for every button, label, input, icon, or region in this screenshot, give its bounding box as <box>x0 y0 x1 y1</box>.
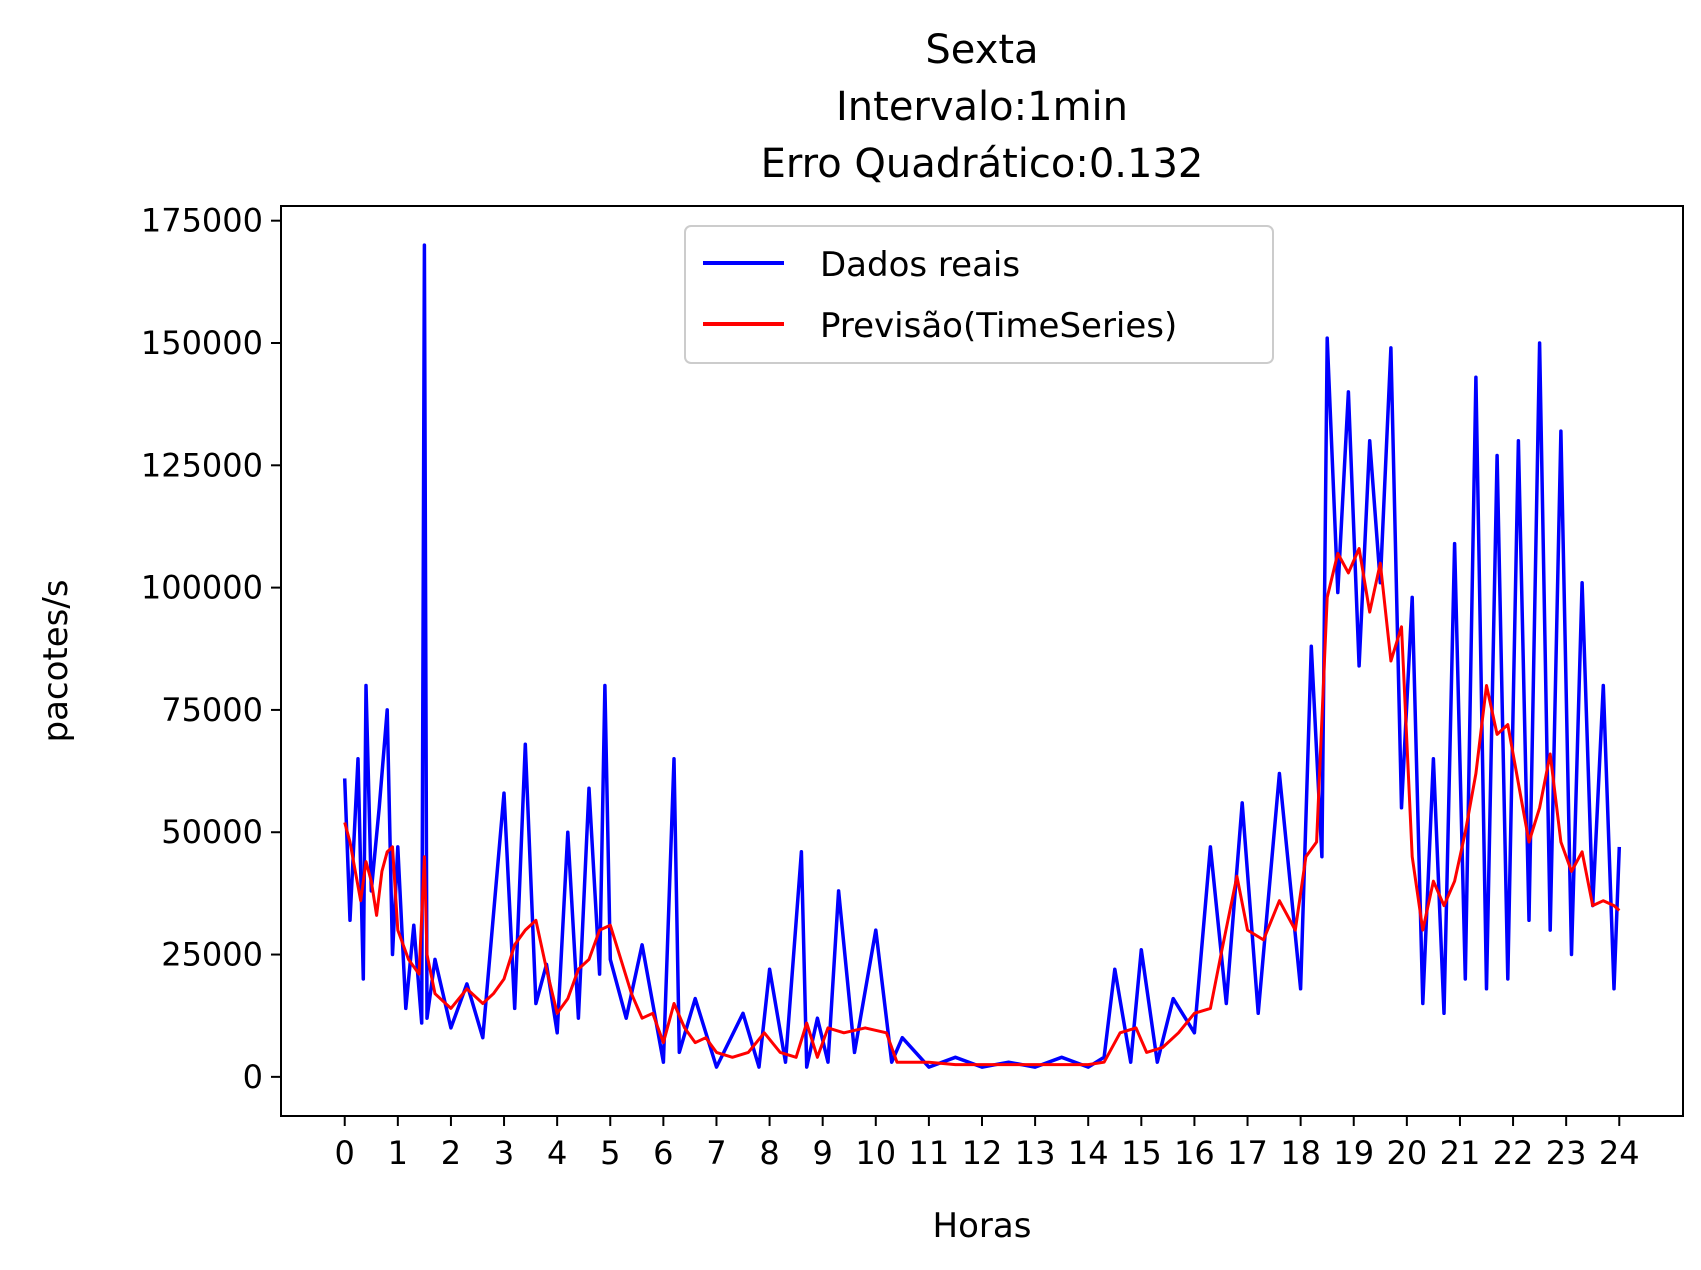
x-tick-label: 19 <box>1333 1134 1374 1172</box>
y-tick-label: 175000 <box>141 202 263 240</box>
x-tick-label: 22 <box>1493 1134 1534 1172</box>
x-tick-label: 20 <box>1386 1134 1427 1172</box>
x-axis: 0 1 2 3 4 5 6 7 8 9 10 11 12 13 14 15 16 17 18 19 20 21 22 23 24 <box>335 1116 1640 1172</box>
y-tick-label: 150000 <box>141 324 263 362</box>
x-tick-label: 7 <box>706 1134 726 1172</box>
y-tick-label: 25000 <box>161 936 263 974</box>
x-tick-label: 6 <box>653 1134 673 1172</box>
y-tick-label: 100000 <box>141 569 263 607</box>
series-line-dados-reais <box>342 243 1622 1069</box>
y-tick-label: 75000 <box>161 691 263 729</box>
x-tick-label: 10 <box>855 1134 896 1172</box>
x-tick-label: 16 <box>1174 1134 1215 1172</box>
x-tick-label: 3 <box>494 1134 514 1172</box>
x-axis-label: Horas <box>933 1206 1032 1246</box>
x-tick-label: 2 <box>441 1134 461 1172</box>
x-tick-label: 1 <box>388 1134 408 1172</box>
x-tick-label: 9 <box>813 1134 833 1172</box>
y-axis: 0 25000 50000 75000 100000 125000 150000 175000 <box>141 202 281 1096</box>
x-tick-label: 11 <box>909 1134 950 1172</box>
chart-title-line-1: Sexta <box>925 27 1038 73</box>
x-tick-label: 14 <box>1068 1134 1109 1172</box>
chart-title-line-2: Intervalo:1min <box>836 84 1128 130</box>
chart-title: Sexta Intervalo:1min Erro Quadrático:0.1… <box>761 27 1204 187</box>
x-tick-label: 4 <box>547 1134 567 1172</box>
series-layer <box>342 243 1622 1069</box>
x-tick-label: 13 <box>1015 1134 1056 1172</box>
legend-label-previsao: Previsão(TimeSeries) <box>820 306 1177 346</box>
chart-title-line-3: Erro Quadrático:0.132 <box>761 141 1204 187</box>
x-tick-label: 5 <box>600 1134 620 1172</box>
x-tick-label: 12 <box>962 1134 1003 1172</box>
legend-box <box>684 225 1274 364</box>
x-tick-label: 0 <box>335 1134 355 1172</box>
series-line-previsao <box>343 547 1621 1067</box>
x-tick-label: 15 <box>1121 1134 1162 1172</box>
x-tick-label: 21 <box>1440 1134 1481 1172</box>
x-tick-label: 18 <box>1280 1134 1321 1172</box>
y-axis-label: pacotes/s <box>36 579 76 742</box>
x-tick-label: 23 <box>1546 1134 1587 1172</box>
x-tick-label: 8 <box>759 1134 779 1172</box>
y-tick-label: 0 <box>243 1058 263 1096</box>
x-tick-label: 24 <box>1599 1134 1640 1172</box>
x-tick-label: 17 <box>1227 1134 1268 1172</box>
legend-label-dados-reais: Dados reais <box>820 245 1020 285</box>
y-tick-label: 50000 <box>161 813 263 851</box>
legend: Dados reais Previsão(TimeSeries) <box>684 225 1274 364</box>
y-tick-label: 125000 <box>141 446 263 484</box>
